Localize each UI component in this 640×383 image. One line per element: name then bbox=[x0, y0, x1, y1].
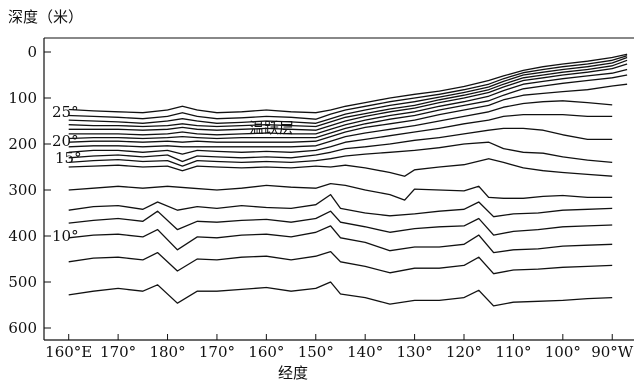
y-tick-label: 300 bbox=[8, 181, 37, 199]
isotherm-line-10 bbox=[68, 113, 613, 155]
y-tick-label: 400 bbox=[8, 227, 37, 245]
x-tick-label: 130° bbox=[397, 343, 433, 361]
isotherm-line-16 bbox=[68, 210, 613, 236]
isotherm-line-7 bbox=[68, 74, 628, 140]
x-tick-label: 160° bbox=[248, 343, 284, 361]
axes: 0 100 200 300 400 500 600 160°E 170° 180° 170° 160°… bbox=[8, 37, 634, 361]
x-tick-label: 110° bbox=[495, 343, 531, 361]
isotherm-line-11 bbox=[68, 127, 613, 163]
isotherm-label-20: 20° bbox=[52, 132, 79, 150]
x-tick-label: 180° bbox=[149, 343, 185, 361]
x-tick-label: 150° bbox=[298, 343, 334, 361]
isotherm-line-1 bbox=[68, 53, 628, 114]
isotherm-line-18 bbox=[68, 250, 613, 275]
isotherm-line-2 bbox=[68, 55, 628, 120]
x-tick-label: 170° bbox=[199, 343, 235, 361]
x-tick-label: 120° bbox=[446, 343, 482, 361]
isotherm-line-3 bbox=[68, 56, 628, 124]
isotherm-line-6 bbox=[68, 68, 628, 136]
x-tick-label: 100° bbox=[545, 343, 581, 361]
isotherm-label-15: 15° bbox=[55, 149, 82, 167]
isotherm-line-8 bbox=[68, 83, 628, 143]
y-tick-label: 500 bbox=[8, 273, 37, 291]
isotherm-line-12 bbox=[68, 141, 613, 167]
isotherm-label-25: 25° bbox=[52, 103, 79, 121]
x-tick-label: 90°W bbox=[591, 343, 634, 361]
x-tick-label: 170° bbox=[100, 343, 136, 361]
x-axis-label: 经度 bbox=[278, 364, 308, 382]
y-tick-label: 200 bbox=[8, 135, 37, 153]
isotherm-line-9 bbox=[68, 100, 613, 148]
isotherm-line-4 bbox=[68, 59, 628, 128]
y-tick-label: 0 bbox=[27, 43, 37, 61]
y-tick-label: 600 bbox=[8, 319, 37, 337]
x-tick-label: 160°E bbox=[45, 343, 92, 361]
isotherm-lines bbox=[68, 53, 628, 307]
isotherm-line-15 bbox=[68, 193, 613, 218]
thermocline-label: 温跃层 bbox=[249, 119, 294, 137]
y-axis-label: 深度（米） bbox=[8, 8, 83, 26]
y-tick-label: 100 bbox=[8, 89, 37, 107]
isotherm-line-5 bbox=[68, 63, 628, 131]
isotherm-line-13 bbox=[68, 158, 613, 177]
isotherm-label-10: 10° bbox=[52, 227, 79, 245]
isotherm-line-14 bbox=[68, 182, 613, 201]
isotherm-line-19 bbox=[68, 281, 613, 307]
x-tick-label: 140° bbox=[347, 343, 383, 361]
isotherm-line-17 bbox=[68, 225, 613, 254]
